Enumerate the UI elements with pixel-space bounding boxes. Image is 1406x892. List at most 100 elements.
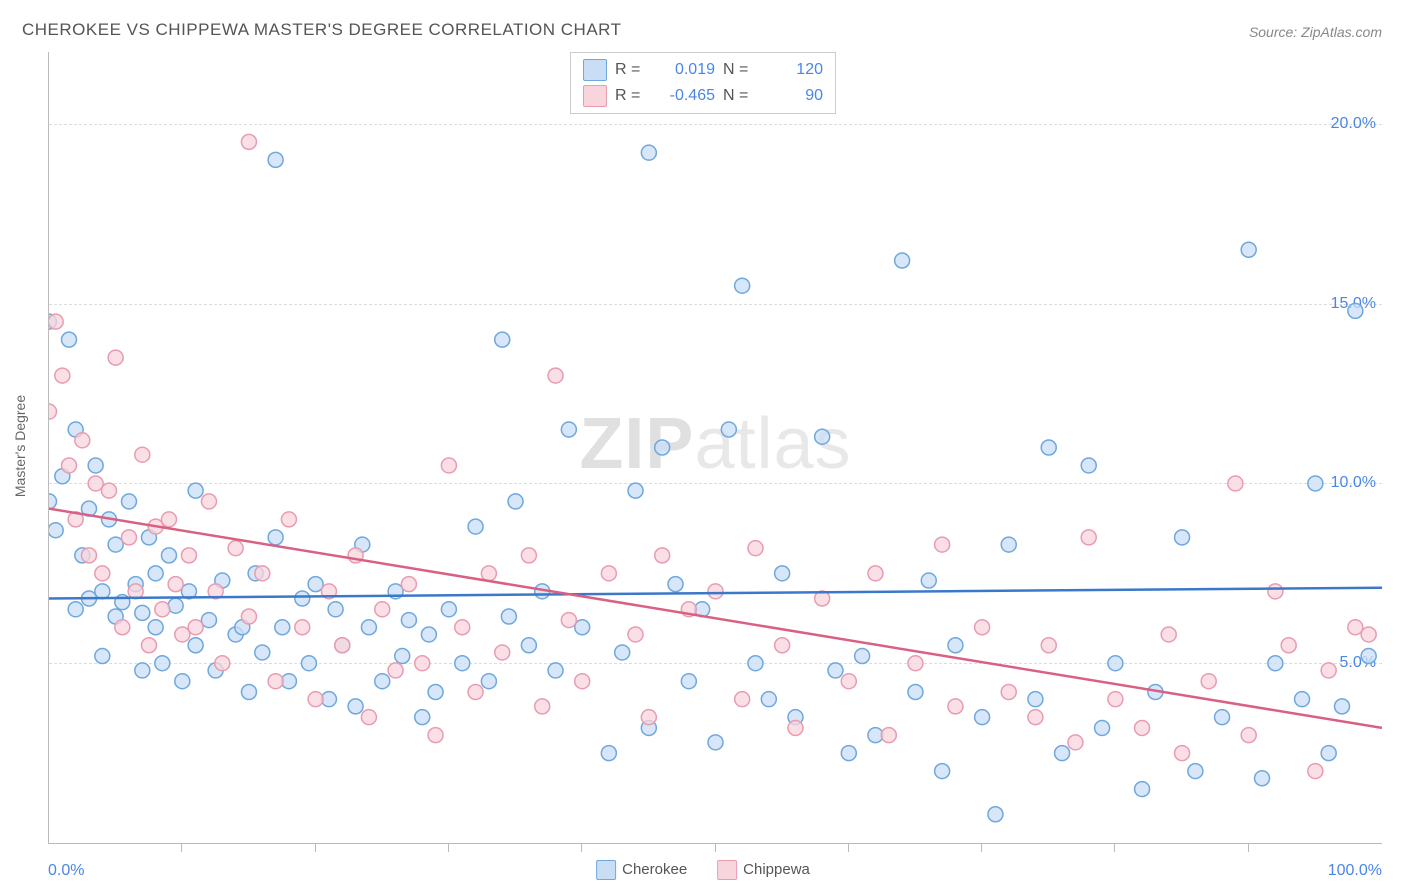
data-point — [135, 605, 150, 620]
chart-title: CHEROKEE VS CHIPPEWA MASTER'S DEGREE COR… — [22, 20, 622, 40]
data-point — [81, 548, 96, 563]
data-point — [1081, 530, 1096, 545]
data-point — [975, 710, 990, 725]
data-point — [101, 483, 116, 498]
data-point — [335, 638, 350, 653]
y-axis-label: Master's Degree — [12, 395, 28, 497]
data-point — [1175, 746, 1190, 761]
data-point — [1321, 746, 1336, 761]
data-point — [175, 627, 190, 642]
data-point — [255, 645, 270, 660]
data-point — [468, 519, 483, 534]
data-point — [1335, 699, 1350, 714]
data-point — [641, 145, 656, 160]
data-point — [68, 602, 83, 617]
data-point — [1068, 735, 1083, 750]
data-point — [881, 728, 896, 743]
x-tick — [181, 844, 182, 852]
data-point — [301, 656, 316, 671]
legend-item-cherokee: Cherokee — [596, 860, 687, 880]
x-tick — [848, 844, 849, 852]
data-point — [441, 458, 456, 473]
data-point — [295, 620, 310, 635]
data-point — [575, 674, 590, 689]
data-point — [535, 699, 550, 714]
data-point — [421, 627, 436, 642]
data-point — [1201, 674, 1216, 689]
data-point — [375, 674, 390, 689]
data-point — [1028, 710, 1043, 725]
data-point — [388, 663, 403, 678]
cherokee-r-value: 0.019 — [655, 61, 715, 79]
data-point — [115, 620, 130, 635]
data-point — [561, 422, 576, 437]
data-point — [415, 656, 430, 671]
x-axis-max-label: 100.0% — [1328, 862, 1382, 880]
data-point — [655, 548, 670, 563]
data-point — [1041, 638, 1056, 653]
data-point — [1081, 458, 1096, 473]
data-point — [921, 573, 936, 588]
data-point — [241, 609, 256, 624]
data-point — [188, 620, 203, 635]
data-point — [1295, 692, 1310, 707]
data-point — [1281, 638, 1296, 653]
data-point — [168, 577, 183, 592]
data-point — [308, 577, 323, 592]
data-point — [1321, 663, 1336, 678]
data-point — [215, 656, 230, 671]
data-point — [295, 591, 310, 606]
data-point — [148, 566, 163, 581]
data-point — [268, 530, 283, 545]
data-point — [175, 674, 190, 689]
data-point — [88, 476, 103, 491]
data-point — [655, 440, 670, 455]
data-point — [255, 566, 270, 581]
x-tick — [1248, 844, 1249, 852]
data-point — [49, 404, 57, 419]
data-point — [868, 566, 883, 581]
data-point — [95, 649, 110, 664]
data-point — [641, 710, 656, 725]
r-label: R = — [615, 61, 647, 79]
data-point — [601, 566, 616, 581]
data-point — [188, 483, 203, 498]
data-point — [561, 613, 576, 628]
data-point — [49, 314, 63, 329]
data-point — [201, 494, 216, 509]
data-point — [615, 645, 630, 660]
chippewa-legend-swatch — [717, 860, 737, 880]
data-point — [1175, 530, 1190, 545]
data-point — [361, 710, 376, 725]
stats-row-cherokee: R = 0.019 N = 120 — [583, 57, 823, 83]
data-point — [268, 674, 283, 689]
x-tick — [715, 844, 716, 852]
data-point — [1108, 656, 1123, 671]
chippewa-r-value: -0.465 — [655, 87, 715, 105]
x-tick — [581, 844, 582, 852]
data-point — [775, 638, 790, 653]
data-point — [735, 278, 750, 293]
data-point — [548, 663, 563, 678]
data-point — [1161, 627, 1176, 642]
source-attribution: Source: ZipAtlas.com — [1249, 24, 1382, 40]
data-point — [275, 620, 290, 635]
data-point — [1361, 627, 1376, 642]
data-point — [1268, 656, 1283, 671]
data-point — [121, 530, 136, 545]
legend-item-chippewa: Chippewa — [717, 860, 810, 880]
data-point — [1348, 303, 1363, 318]
data-point — [735, 692, 750, 707]
data-point — [241, 134, 256, 149]
data-point — [1188, 764, 1203, 779]
plot-area: ZIPatlas — [48, 52, 1382, 844]
data-point — [141, 638, 156, 653]
data-point — [908, 656, 923, 671]
data-point — [1215, 710, 1230, 725]
data-point — [1255, 771, 1270, 786]
stats-legend-box: R = 0.019 N = 120 R = -0.465 N = 90 — [570, 52, 836, 114]
data-point — [61, 458, 76, 473]
stats-row-chippewa: R = -0.465 N = 90 — [583, 83, 823, 109]
data-point — [721, 422, 736, 437]
data-point — [395, 649, 410, 664]
